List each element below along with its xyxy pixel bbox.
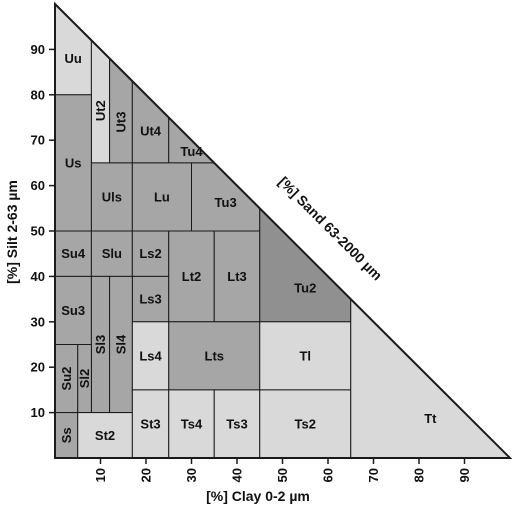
clay-tick-label: 70 bbox=[366, 468, 381, 482]
class-label-sl2: Sl2 bbox=[77, 369, 92, 389]
clay-tick-label: 10 bbox=[93, 468, 108, 482]
silt-tick-label: 60 bbox=[31, 178, 45, 193]
silt-tick-label: 50 bbox=[31, 224, 45, 239]
silt-axis-ticks: 10 20 30 40 50 60 70 80 90 bbox=[31, 42, 55, 420]
clay-tick-label: 80 bbox=[412, 468, 427, 482]
silt-tick-label: 30 bbox=[31, 314, 45, 329]
class-label-su4: Su4 bbox=[61, 246, 86, 261]
class-label-tu2: Tu2 bbox=[294, 280, 316, 295]
class-label-uls: Uls bbox=[102, 189, 122, 204]
silt-axis-title: [%] Silt 2-63 µm bbox=[4, 180, 20, 284]
class-label-tu4: Tu4 bbox=[180, 144, 203, 159]
class-label-ls4: Ls4 bbox=[139, 348, 162, 363]
class-label-tu3: Tu3 bbox=[215, 195, 237, 210]
class-region-st2 bbox=[77, 412, 133, 458]
class-label-su2: Su2 bbox=[59, 367, 74, 391]
class-label-slu: Slu bbox=[102, 246, 122, 261]
class-label-ls3: Ls3 bbox=[139, 292, 161, 307]
clay-tick-label: 20 bbox=[139, 468, 154, 482]
class-label-ts3: Ts3 bbox=[226, 416, 247, 431]
silt-tick-label: 10 bbox=[31, 405, 45, 420]
class-label-lts: Lts bbox=[205, 348, 225, 363]
class-label-su3: Su3 bbox=[61, 303, 85, 318]
class-label-sl3: Sl3 bbox=[93, 335, 108, 355]
class-region-ls2 bbox=[131, 230, 170, 277]
class-region-slu bbox=[90, 230, 133, 277]
class-region-uls bbox=[90, 162, 133, 232]
class-region-lu bbox=[131, 162, 193, 232]
class-label-lu: Lu bbox=[154, 189, 170, 204]
clay-axis-ticks: 10 20 30 40 50 60 70 80 90 bbox=[93, 458, 472, 482]
class-label-ut2: Ut2 bbox=[93, 100, 108, 121]
clay-tick-label: 50 bbox=[275, 468, 290, 482]
class-region-tl bbox=[259, 321, 352, 391]
class-label-tt: Tt bbox=[424, 411, 437, 426]
clay-tick-label: 60 bbox=[321, 468, 336, 482]
class-label-ts4: Ts4 bbox=[181, 416, 203, 431]
class-label-ls2: Ls2 bbox=[139, 246, 161, 261]
clay-axis-title: [%] Clay 0-2 µm bbox=[206, 488, 310, 504]
silt-tick-label: 40 bbox=[31, 269, 45, 284]
class-label-ut3: Ut3 bbox=[113, 112, 128, 133]
class-region-ut4 bbox=[131, 80, 170, 164]
clay-tick-label: 90 bbox=[457, 468, 472, 482]
silt-tick-label: 80 bbox=[31, 87, 45, 102]
class-region-ts3 bbox=[213, 389, 261, 458]
silt-tick-label: 20 bbox=[31, 360, 45, 375]
class-region-ls4 bbox=[131, 321, 170, 391]
texture-class-labels: Uu Ut2 Ut3 Ut4 Tu4 Us Uls Lu Tu3 Su4 Slu Ls2 Ls3 Lt2 L… bbox=[59, 51, 437, 443]
clay-tick-label: 30 bbox=[184, 468, 199, 482]
clay-tick-label: 40 bbox=[230, 468, 245, 482]
class-label-ts2: Ts2 bbox=[295, 416, 316, 431]
class-label-tl: Tl bbox=[299, 348, 311, 363]
silt-tick-label: 90 bbox=[31, 42, 45, 57]
class-label-st2: St2 bbox=[95, 428, 115, 443]
class-region-uu bbox=[55, 4, 92, 96]
class-label-st3: St3 bbox=[140, 416, 160, 431]
class-label-uu: Uu bbox=[65, 51, 82, 66]
class-label-lt3: Lt3 bbox=[227, 269, 247, 284]
class-region-su3 bbox=[55, 275, 92, 345]
class-region-ts2 bbox=[259, 389, 352, 458]
class-region-su4 bbox=[55, 230, 92, 277]
class-region-lts bbox=[168, 321, 261, 391]
class-label-sl4: Sl4 bbox=[113, 334, 128, 354]
class-region-lt2 bbox=[168, 230, 215, 323]
class-label-us: Us bbox=[65, 155, 82, 170]
class-region-ut3 bbox=[109, 57, 133, 164]
class-label-ss: Ss bbox=[59, 427, 74, 443]
silt-tick-label: 70 bbox=[31, 133, 45, 148]
class-label-ut4: Ut4 bbox=[140, 124, 162, 139]
class-label-lt2: Lt2 bbox=[182, 269, 202, 284]
